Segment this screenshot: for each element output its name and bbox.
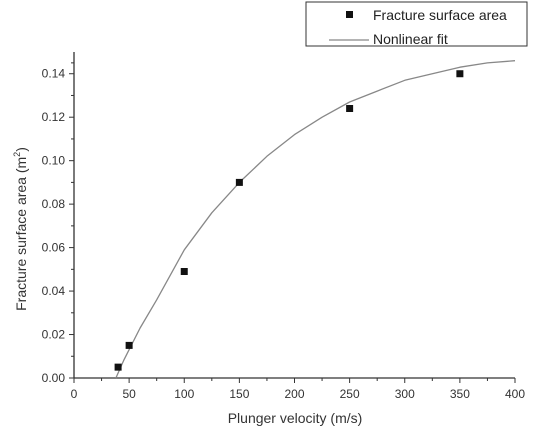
data-point [346, 105, 354, 113]
y-tick-label: 0.12 [42, 110, 66, 124]
x-tick-label: 0 [71, 387, 78, 401]
legend-box [305, 1, 528, 47]
x-tick-label: 250 [340, 387, 360, 401]
x-tick-label: 350 [450, 387, 470, 401]
x-tick-label: 200 [284, 387, 304, 401]
y-tick-label: 0.14 [42, 67, 66, 81]
y-axis-label-sup: 2 [12, 152, 22, 157]
x-tick-label: 150 [229, 387, 249, 401]
y-tick-label: 0.04 [42, 284, 66, 298]
legend-marker-scatter [346, 11, 353, 18]
x-tick-label: 400 [505, 387, 525, 401]
y-axis-label: Fracture surface area (m2) [12, 147, 29, 311]
x-axis-label: Plunger velocity (m/s) [228, 410, 363, 426]
legend-label-line: Nonlinear fit [373, 31, 448, 47]
data-point [456, 70, 464, 78]
legend-label-scatter: Fracture surface area [373, 7, 507, 23]
y-ticks: 0.00 0.02 0.04 0.06 0.08 0.10 0.12 0.14 [42, 62, 74, 385]
y-axis-label-main: Fracture surface area (m [13, 157, 29, 311]
data-point [235, 178, 243, 186]
y-tick-label: 0.06 [42, 241, 66, 255]
x-tick-label: 50 [122, 387, 136, 401]
y-tick-label: 0.08 [42, 197, 66, 211]
y-tick-label: 0.02 [42, 328, 66, 342]
y-tick-label: 0.10 [42, 154, 66, 168]
data-point [180, 268, 188, 276]
y-axis-label-end: ) [13, 147, 29, 152]
x-tick-label: 100 [174, 387, 194, 401]
x-ticks: 0 50 100 150 200 250 300 350 400 [71, 378, 525, 401]
data-point [114, 363, 122, 371]
data-point [125, 341, 133, 349]
legend: Fracture surface area Nonlinear fit [305, 1, 528, 47]
series-layer [114, 60, 516, 379]
fit-line [115, 60, 516, 379]
y-tick-label: 0.00 [42, 371, 66, 385]
x-tick-label: 300 [395, 387, 415, 401]
